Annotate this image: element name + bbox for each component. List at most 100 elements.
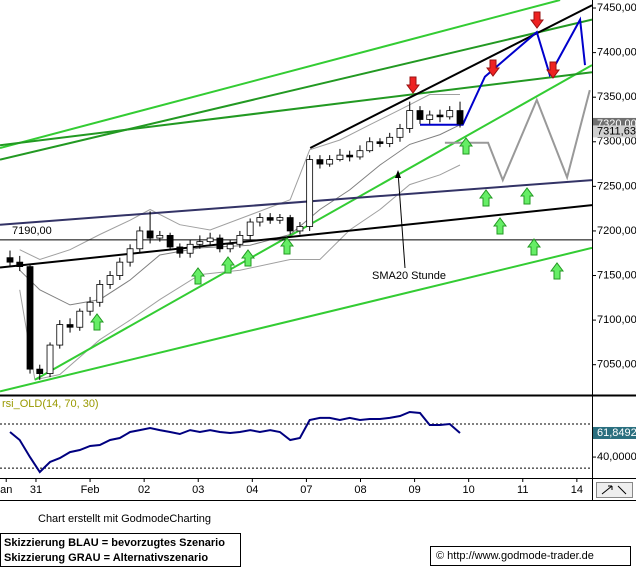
up-arrow — [90, 313, 104, 331]
x-tick-label: 10 — [463, 484, 475, 496]
arrows — [90, 11, 564, 331]
candle-body — [86, 301, 94, 312]
candle-body — [106, 275, 114, 285]
trend-line — [34, 64, 592, 381]
candle-body — [406, 110, 414, 129]
candle-body — [286, 217, 294, 232]
y-tick-label: 7450,00 — [597, 2, 636, 14]
x-tick-label: 09 — [408, 484, 420, 496]
x-tick-label: 31 — [30, 484, 42, 496]
trend-line — [0, 71, 592, 147]
x-tick-label: 07 — [300, 484, 312, 496]
y-tick-label: 7200,00 — [597, 225, 636, 237]
y-tick-label: 7050,00 — [597, 359, 636, 371]
axes: 7050,00 7100,00 7150,00 7200,00 7250,00 7300,… — [0, 2, 636, 496]
trend-line — [19, 124, 461, 306]
annotation: SMA20 Stunde — [372, 270, 446, 282]
rsi-line — [9, 410, 461, 474]
up-arrow — [280, 237, 294, 255]
down-arrow — [546, 61, 560, 79]
price-plot — [0, 0, 592, 393]
candle-body — [446, 110, 454, 118]
candle-body — [96, 284, 104, 303]
up-arrow — [459, 137, 473, 155]
y-tick-label: 40,0000 — [597, 451, 636, 463]
copyright: © http://www.godmode-trader.de — [436, 550, 594, 562]
up-arrow — [520, 187, 534, 205]
up-arrow — [191, 267, 205, 285]
trend-line — [0, 204, 592, 269]
y-tick-label: 7400,00 — [597, 47, 636, 59]
up-arrow — [221, 256, 235, 274]
candle-body — [136, 230, 144, 250]
candle-body — [346, 154, 354, 158]
candle-body — [166, 234, 174, 248]
candle-body — [276, 217, 284, 221]
x-tick-label: 08 — [354, 484, 366, 496]
candle-body — [376, 141, 384, 144]
candle-body — [26, 266, 34, 370]
trend-line — [0, 246, 592, 393]
candle-body — [306, 159, 314, 227]
nav-icon[interactable] — [596, 482, 633, 498]
candle-body — [16, 261, 24, 268]
x-tick-label: 03 — [192, 484, 204, 496]
candle-body — [206, 237, 214, 243]
y-tick-label: 7150,00 — [597, 269, 636, 281]
down-arrow — [486, 59, 500, 77]
candle-body — [146, 230, 154, 239]
candle-body — [266, 217, 274, 221]
candle-body — [416, 110, 424, 120]
annotation-pointer — [397, 171, 406, 269]
x-tick-label: Feb — [81, 484, 100, 496]
last-price-box — [593, 125, 636, 138]
last-value-box — [593, 426, 636, 439]
x-tick-label: an — [0, 484, 12, 496]
candle-body — [156, 234, 164, 239]
candle-body — [426, 114, 434, 120]
candle-body — [66, 324, 74, 328]
y-tick-label: 7350,00 — [597, 91, 636, 103]
last-value-label: 61,8492 — [597, 427, 636, 439]
candle-body — [246, 221, 254, 236]
annotation-arrowhead — [395, 170, 401, 178]
candle-body — [456, 110, 464, 125]
copyright-box — [430, 546, 631, 566]
candle-body — [256, 217, 264, 223]
candle-body — [76, 310, 84, 328]
candle-body — [196, 241, 204, 245]
x-tick-label: 11 — [517, 484, 528, 496]
down-arrow — [406, 76, 420, 94]
last-price-label: 7311,63 — [597, 125, 636, 137]
candle-body — [356, 150, 364, 158]
y-tick-label: 7300,00 — [597, 136, 636, 148]
trend-line — [420, 16, 586, 126]
candle-body — [366, 141, 374, 152]
x-tick-label: 02 — [138, 484, 150, 496]
candle-body — [386, 136, 394, 144]
candle-body — [236, 234, 244, 245]
trend-line — [0, 0, 561, 149]
credit: Chart erstellt mit GodmodeCharting — [38, 513, 211, 525]
up-arrow — [493, 217, 507, 235]
candle-body — [126, 248, 134, 263]
legend-line: Skizzierung GRAU = Alternativszenario — [4, 552, 208, 564]
legend-line: Skizzierung BLAU = bevorzugtes Szenario — [4, 537, 225, 549]
candle-body — [296, 226, 304, 232]
down-arrow — [530, 11, 544, 29]
candle-body — [216, 237, 224, 250]
x-tick-label: 14 — [571, 484, 583, 496]
candle-body — [176, 246, 184, 254]
y-tick-label: 7100,00 — [597, 314, 636, 326]
candle-body — [36, 368, 44, 375]
candle-body — [436, 114, 444, 118]
up-arrow — [550, 262, 564, 280]
candle-body — [6, 257, 14, 263]
candle-body — [226, 243, 234, 250]
rsi-title: rsi_OLD(14, 70, 30) — [2, 398, 99, 410]
y-tick-label: 7250,00 — [597, 180, 636, 192]
trend-line — [444, 89, 591, 183]
